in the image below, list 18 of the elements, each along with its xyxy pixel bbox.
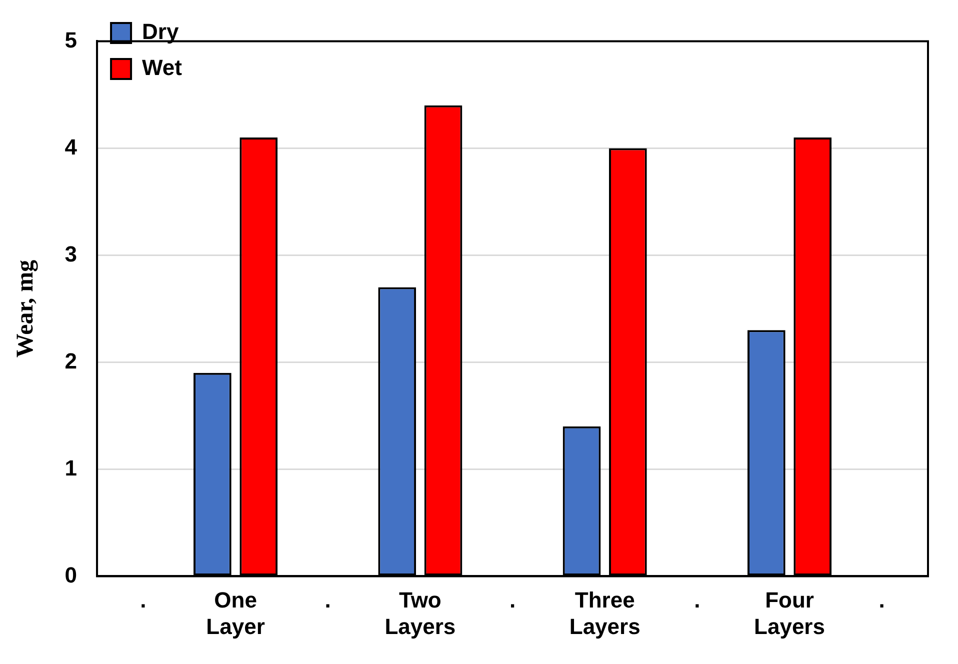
legend-label: Wet: [142, 55, 183, 80]
x-tick-label: .: [324, 587, 331, 612]
y-tick-label: 3: [64, 241, 78, 266]
x-tick-label: Two Layers: [384, 587, 456, 639]
y-tick-label: 0: [64, 562, 78, 588]
x-tick-label: Four Layers: [754, 587, 825, 639]
x-tick-label: One Layer: [206, 587, 266, 639]
x-tick-label: .: [694, 587, 700, 612]
y-tick-label: 1: [64, 455, 78, 480]
y-tick-label: 2: [64, 348, 78, 374]
y-tick-label: 4: [64, 134, 78, 160]
legend-label: Dry: [142, 19, 180, 44]
x-tick-label: .: [878, 587, 885, 612]
x-tick-label: .: [140, 587, 146, 612]
y-tick-label: 5: [64, 27, 78, 52]
x-tick-label: .: [509, 587, 516, 612]
y-axis-title: Wear, mg: [12, 260, 39, 358]
x-tick-label: Three Layers: [569, 587, 640, 639]
